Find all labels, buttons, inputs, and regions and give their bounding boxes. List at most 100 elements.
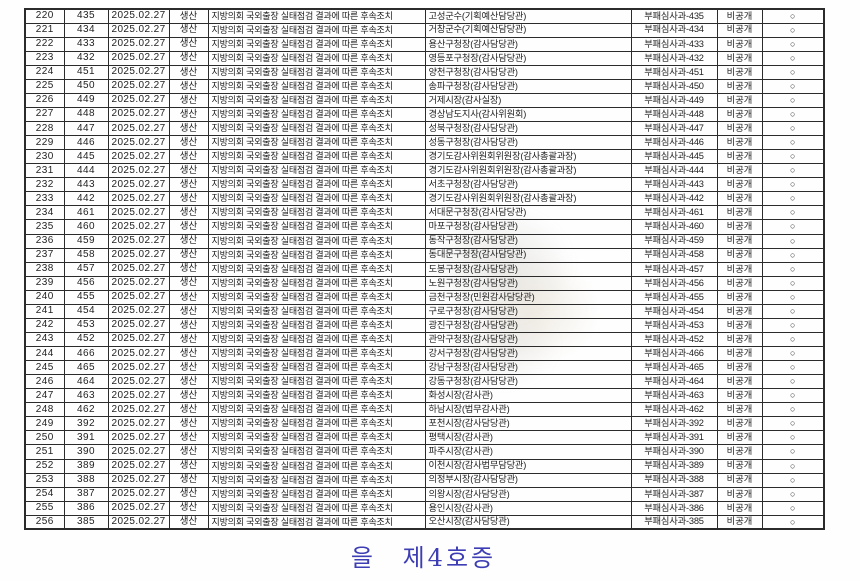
cell-seq: 256 (24, 514, 65, 530)
cell-record-type: 생산 (168, 163, 209, 179)
table-row: 239 456 2025.02.27 생산 지방의회 국외출장 실태점검 결과에 따른 … (24, 275, 825, 291)
cell-doc-no: 465 (63, 360, 109, 376)
cell-title: 지방의회 국외출장 실태점검 결과에 따른 후속조치 (207, 135, 426, 151)
cell-seq: 225 (24, 78, 65, 94)
cell-ref-no: 부패심사과-388 (630, 472, 718, 488)
table-body: 220 435 2025.02.27 생산 지방의회 국외출장 실태점검 결과에 따른 … (24, 8, 825, 530)
cell-date: 2025.02.27 (107, 233, 170, 249)
table-row: 223 432 2025.02.27 생산 지방의회 국외출장 실태점검 결과에 따른 … (24, 50, 825, 66)
cell-seq: 246 (24, 374, 65, 390)
cell-record-type: 생산 (168, 22, 209, 38)
cell-doc-no: 434 (63, 22, 109, 38)
cell-doc-no: 451 (63, 64, 109, 80)
cell-doc-no: 389 (63, 458, 109, 474)
cell-record-type: 생산 (168, 345, 209, 362)
cell-doc-no: 464 (63, 374, 109, 390)
cell-recipient: 포천시장(감사담당관) (424, 416, 632, 432)
cell-ref-no: 부패심사과-450 (630, 78, 718, 94)
cell-disclosure: 비공개 (716, 317, 763, 333)
table-row: 245 465 2025.02.27 생산 지방의회 국외출장 실태점검 결과에 따른 … (24, 360, 825, 376)
cell-date: 2025.02.27 (107, 64, 170, 80)
cell-mark: ○ (761, 388, 825, 404)
cell-title: 지방의회 국외출장 실태점검 결과에 따른 후속조치 (207, 374, 426, 390)
table-row: 252 389 2025.02.27 생산 지방의회 국외출장 실태점검 결과에 따른 … (24, 458, 825, 474)
cell-recipient: 오산시장(감사담당관) (424, 514, 632, 530)
cell-ref-no: 부패심사과-442 (630, 191, 718, 207)
cell-title: 지방의회 국외출장 실태점검 결과에 따른 후속조치 (207, 275, 426, 291)
cell-date: 2025.02.27 (107, 36, 170, 52)
cell-seq: 249 (24, 416, 65, 432)
table-row: 254 387 2025.02.27 생산 지방의회 국외출장 실태점검 결과에 따른 … (24, 486, 825, 502)
cell-date: 2025.02.27 (107, 360, 170, 376)
cell-disclosure: 비공개 (716, 120, 763, 137)
cell-record-type: 생산 (168, 149, 209, 165)
cell-ref-no: 부패심사과-392 (630, 416, 718, 432)
cell-recipient: 서대문구청장(감사담당관) (424, 205, 632, 221)
cell-disclosure: 비공개 (716, 261, 763, 277)
cell-date: 2025.02.27 (107, 120, 170, 137)
cell-recipient: 강서구청장(감사담당관) (424, 345, 632, 362)
cell-mark: ○ (761, 149, 825, 165)
cell-record-type: 생산 (168, 458, 209, 474)
table-row: 225 450 2025.02.27 생산 지방의회 국외출장 실태점검 결과에 따른 … (24, 78, 825, 94)
cell-record-type: 생산 (168, 444, 209, 460)
cell-seq: 252 (24, 458, 65, 474)
cell-record-type: 생산 (168, 261, 209, 277)
cell-doc-no: 432 (63, 50, 109, 66)
cell-date: 2025.02.27 (107, 163, 170, 179)
cell-title: 지방의회 국외출장 실태점검 결과에 따른 후속조치 (207, 472, 426, 488)
cell-title: 지방의회 국외출장 실태점검 결과에 따른 후속조치 (207, 219, 426, 235)
cell-disclosure: 비공개 (716, 458, 763, 474)
cell-doc-no: 442 (63, 191, 109, 207)
cell-seq: 238 (24, 261, 65, 277)
cell-title: 지방의회 국외출장 실태점검 결과에 따른 후속조치 (207, 50, 426, 66)
cell-recipient: 성동구청장(감사담당관) (424, 135, 632, 151)
cell-mark: ○ (761, 500, 825, 516)
cell-mark: ○ (761, 486, 825, 502)
cell-record-type: 생산 (168, 360, 209, 376)
cell-title: 지방의회 국외출장 실태점검 결과에 따른 후속조치 (207, 247, 426, 263)
cell-date: 2025.02.27 (107, 219, 170, 235)
cell-date: 2025.02.27 (107, 106, 170, 123)
cell-title: 지방의회 국외출장 실태점검 결과에 따른 후속조치 (207, 92, 426, 108)
cell-record-type: 생산 (168, 402, 209, 418)
cell-mark: ○ (761, 374, 825, 390)
cell-title: 지방의회 국외출장 실태점검 결과에 따른 후속조치 (207, 64, 426, 80)
table-row: 253 388 2025.02.27 생산 지방의회 국외출장 실태점검 결과에 따른 … (24, 472, 825, 488)
cell-disclosure: 비공개 (716, 303, 763, 319)
cell-ref-no: 부패심사과-459 (630, 233, 718, 249)
cell-recipient: 광진구청장(감사담당관) (424, 317, 632, 333)
cell-recipient: 경기도감사위원회위원장(감사총괄과장) (424, 191, 632, 207)
cell-seq: 251 (24, 444, 65, 460)
cell-seq: 230 (24, 149, 65, 165)
cell-doc-no: 450 (63, 78, 109, 94)
cell-record-type: 생산 (168, 303, 209, 319)
cell-mark: ○ (761, 317, 825, 333)
cell-recipient: 화성시장(감사관) (424, 388, 632, 404)
cell-title: 지방의회 국외출장 실태점검 결과에 따른 후속조치 (207, 360, 426, 376)
cell-title: 지방의회 국외출장 실태점검 결과에 따른 후속조치 (207, 486, 426, 502)
cell-seq: 253 (24, 472, 65, 488)
table-row: 227 448 2025.02.27 생산 지방의회 국외출장 실태점검 결과에 따른 … (24, 106, 825, 123)
cell-record-type: 생산 (168, 191, 209, 207)
cell-disclosure: 비공개 (716, 388, 763, 404)
exhibit-label: 을 제4호증 (350, 544, 497, 572)
cell-doc-no: 466 (63, 345, 109, 362)
cell-record-type: 생산 (168, 219, 209, 235)
cell-mark: ○ (761, 219, 825, 235)
cell-date: 2025.02.27 (107, 149, 170, 165)
table-row: 229 446 2025.02.27 생산 지방의회 국외출장 실태점검 결과에 따른 … (24, 135, 825, 151)
cell-doc-no: 385 (63, 514, 109, 530)
cell-ref-no: 부패심사과-390 (630, 444, 718, 460)
table-row: 241 454 2025.02.27 생산 지방의회 국외출장 실태점검 결과에 따른 … (24, 303, 825, 319)
cell-mark: ○ (761, 345, 825, 362)
cell-mark: ○ (761, 92, 825, 108)
cell-doc-no: 444 (63, 163, 109, 179)
cell-title: 지방의회 국외출장 실태점검 결과에 따른 후속조치 (207, 261, 426, 277)
cell-mark: ○ (761, 247, 825, 263)
cell-doc-no: 454 (63, 303, 109, 319)
cell-record-type: 생산 (168, 416, 209, 432)
cell-ref-no: 부패심사과-385 (630, 514, 718, 530)
cell-record-type: 생산 (168, 92, 209, 108)
